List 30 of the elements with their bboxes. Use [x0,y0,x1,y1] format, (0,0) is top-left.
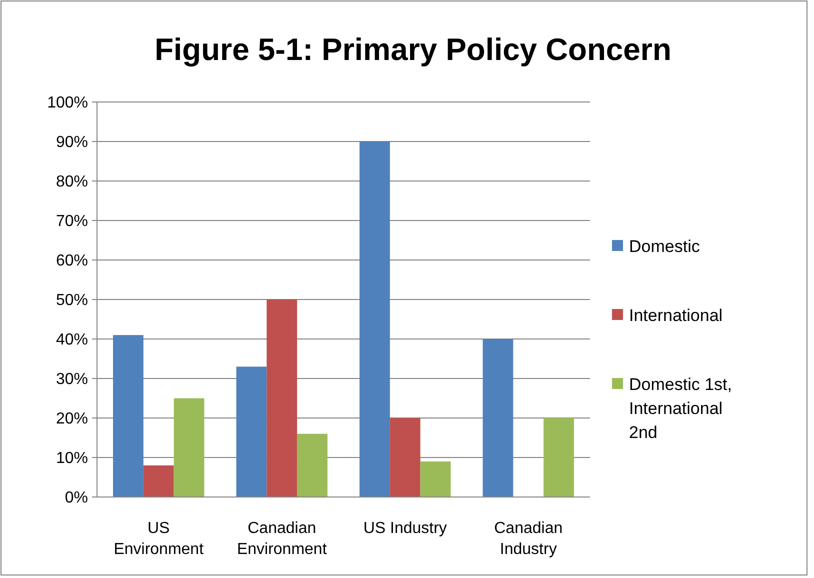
y-tick-label: 70% [56,213,88,230]
y-tick-label: 60% [56,252,88,270]
bar [266,300,298,497]
legend-label: International [629,306,723,325]
x-tick-label: US Industry [363,520,447,537]
bar [390,418,420,497]
y-tick-label: 90% [56,134,88,152]
chart-title: Figure 5-1: Primary Policy Concern [154,32,672,67]
y-tick-label: 40% [56,332,88,349]
legend-label: Domestic [629,236,700,256]
y-tick-label: 10% [56,450,88,468]
y-tick-label: 0% [64,490,88,507]
bar [143,465,174,497]
bar [482,339,514,497]
bar [113,335,144,497]
bar [174,398,204,497]
y-tick-label: 100% [47,94,88,112]
x-tick-label: Canadian Environment [236,520,328,558]
legend-label: Domestic 1st, International 2nd [629,374,732,442]
bar [420,461,451,497]
y-tick-label: 50% [56,292,88,310]
bar [236,366,267,497]
y-tick-label: 20% [56,410,88,428]
y-tick-label: 80% [56,174,88,191]
x-tick-label: US Environment [114,520,204,558]
x-tick-label: Canadian Industry [494,520,563,558]
bar [544,418,574,497]
y-tick-label: 30% [56,371,88,388]
bar [297,434,328,497]
bar [360,142,390,497]
